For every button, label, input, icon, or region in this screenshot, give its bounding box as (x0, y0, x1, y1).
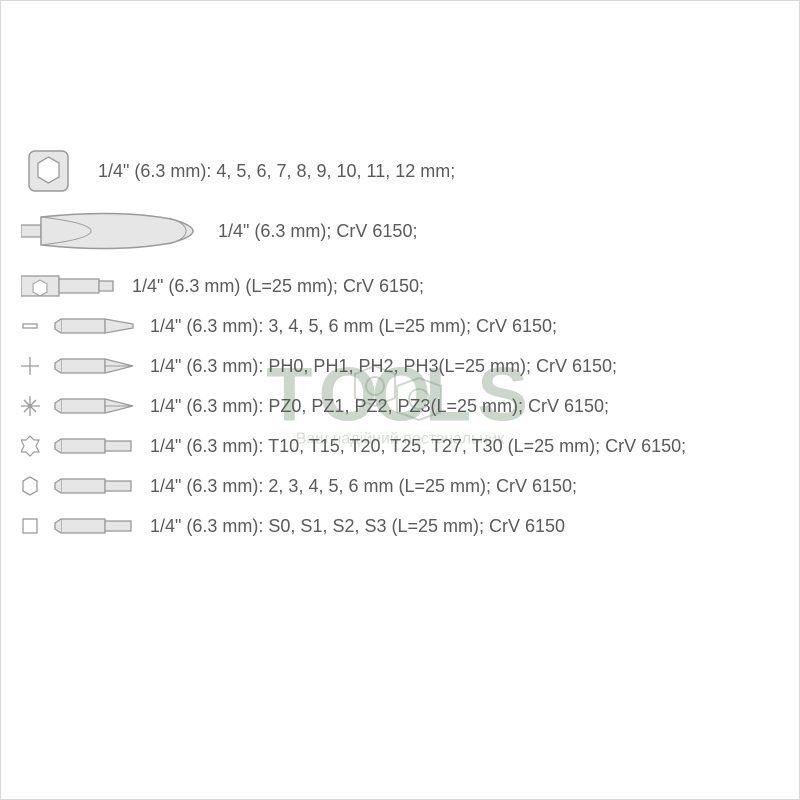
adapter-icon (21, 272, 116, 300)
row-text: 1/4" (6.3 mm): 2, 3, 4, 5, 6 mm (L=25 mm… (150, 476, 577, 497)
bit-torx-icon (21, 433, 136, 459)
row-text: 1/4" (6.3 mm); CrV 6150; (218, 221, 417, 242)
bit-pozidriv-icon (21, 393, 136, 419)
spec-sheet: TOOLS Ваш надійний постачальник 1/4" (6.… (0, 0, 800, 800)
row-adapter: 1/4" (6.3 mm) (L=25 mm); CrV 6150; (21, 266, 424, 306)
bit-flat-icon (21, 313, 136, 339)
row-text: 1/4" (6.3 mm): 3, 4, 5, 6 mm (L=25 mm); … (150, 316, 557, 337)
row-socket: 1/4" (6.3 mm): 4, 5, 6, 7, 8, 9, 10, 11,… (21, 151, 455, 191)
row-text: 1/4" (6.3 mm): S0, S1, S2, S3 (L=25 mm);… (150, 516, 565, 537)
handle-icon (21, 211, 196, 251)
row-text: 1/4" (6.3 mm): T10, T15, T20, T25, T27, … (150, 436, 686, 457)
row-text: 1/4" (6.3 mm): PZ0, PZ1, PZ2, PZ3(L=25 m… (150, 396, 609, 417)
row-square: 1/4" (6.3 mm): S0, S1, S2, S3 (L=25 mm);… (21, 506, 565, 546)
row-flat: 1/4" (6.3 mm): 3, 4, 5, 6 mm (L=25 mm); … (21, 306, 557, 346)
row-phillips: 1/4" (6.3 mm): PH0, PH1, PH2, PH3(L=25 m… (21, 346, 617, 386)
row-hex: 1/4" (6.3 mm): 2, 3, 4, 5, 6 mm (L=25 mm… (21, 466, 577, 506)
row-pozi: 1/4" (6.3 mm): PZ0, PZ1, PZ2, PZ3(L=25 m… (21, 386, 609, 426)
row-torx: 1/4" (6.3 mm): T10, T15, T20, T25, T27, … (21, 426, 686, 466)
row-text: 1/4" (6.3 mm): PH0, PH1, PH2, PH3(L=25 m… (150, 356, 617, 377)
socket-icon (21, 149, 76, 193)
row-handle: 1/4" (6.3 mm); CrV 6150; (21, 211, 417, 251)
row-text: 1/4" (6.3 mm): 4, 5, 6, 7, 8, 9, 10, 11,… (98, 161, 455, 182)
row-text: 1/4" (6.3 mm) (L=25 mm); CrV 6150; (132, 276, 424, 297)
bit-hex-icon (21, 473, 136, 499)
bit-square-icon (21, 513, 136, 539)
bit-phillips-icon (21, 353, 136, 379)
